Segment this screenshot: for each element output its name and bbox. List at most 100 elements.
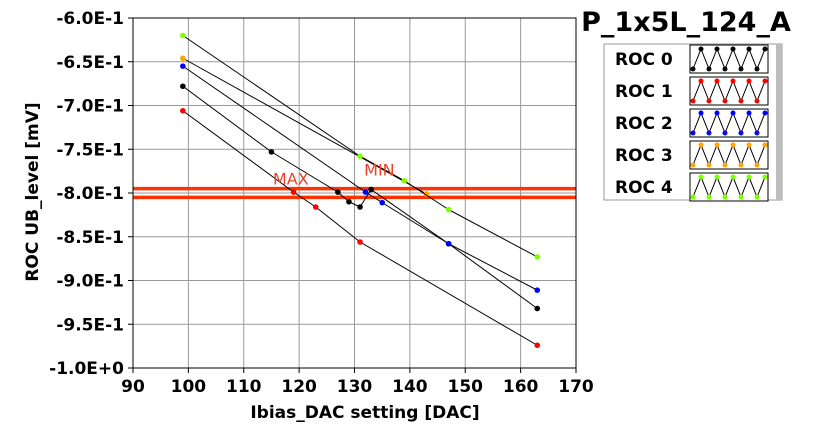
series-line-segment (404, 180, 449, 211)
data-point (534, 342, 541, 349)
data-point (312, 204, 319, 210)
legend-swatch-marker (722, 66, 728, 72)
data-point (423, 191, 430, 197)
legend-swatch-marker (690, 130, 696, 136)
annotation-min: MIN (364, 161, 395, 180)
legend-swatch-marker (738, 98, 744, 104)
legend-swatch-line (692, 79, 766, 103)
legend-swatch-marker (722, 162, 728, 168)
series-line-segment (370, 189, 449, 245)
x-tick-label: 150 (448, 377, 484, 397)
legend-swatch-marker (698, 174, 704, 180)
data-point (401, 177, 408, 184)
legend: ROC 0 ROC 1 ROC 2 ROC 3 ROC 4 (603, 43, 783, 202)
legend-swatch-marker (730, 46, 736, 52)
y-tick-label: -8.0E-1 (56, 184, 124, 204)
series-line-segment (182, 57, 427, 195)
legend-item-roc-2: ROC 2 (615, 108, 769, 138)
data-point (335, 189, 341, 195)
series-line-segment (359, 155, 405, 182)
legend-swatch-marker (706, 162, 712, 168)
data-point (445, 206, 452, 213)
legend-swatch-marker (738, 162, 744, 168)
y-tick-label: -7.5E-1 (56, 140, 124, 160)
legend-swatch-marker (706, 98, 712, 104)
legend-swatch-line (692, 175, 766, 199)
y-tick-label: -6.5E-1 (56, 53, 124, 73)
legend-swatch-marker (738, 66, 744, 72)
legend-swatch-line (692, 111, 766, 135)
data-point (180, 32, 186, 39)
data-point (357, 239, 363, 245)
legend-item-roc-3: ROC 3 (615, 140, 769, 170)
legend-swatch-marker (722, 130, 728, 136)
legend-label: ROC 1 (615, 82, 673, 102)
data-point (180, 63, 186, 69)
series-line-segment (365, 191, 383, 204)
legend-swatch-marker (690, 162, 696, 168)
x-axis-label: Ibias_DAC setting [DAC] (250, 403, 479, 423)
legend-swatch-marker (690, 194, 696, 200)
legend-swatch-marker (738, 130, 744, 136)
legend-label: ROC 2 (615, 114, 673, 134)
data-point (534, 305, 541, 312)
series-line-segment (448, 243, 538, 309)
series-line-segment (182, 35, 361, 157)
y-tick-label: -1.0E+0 (49, 359, 124, 379)
legend-swatch-marker (730, 142, 736, 148)
legend-shadow (776, 44, 782, 200)
annotation-max: MAX (273, 169, 309, 188)
data-point (357, 153, 363, 160)
data-point (534, 254, 541, 260)
x-tick-label: 90 (121, 377, 145, 397)
series-line-segment (359, 189, 372, 208)
legend-swatch-marker (722, 194, 728, 200)
legend-swatch-marker (730, 78, 736, 84)
legend-swatch-line (692, 143, 766, 167)
x-tick-label: 110 (226, 377, 262, 397)
legend-swatch-marker (746, 46, 752, 52)
legend-swatch-marker (698, 78, 704, 84)
legend-swatch-marker (754, 98, 760, 104)
y-axis-label: ROC UB_level [mV] (23, 102, 43, 281)
x-tick-label: 130 (337, 377, 373, 397)
legend-swatch-marker (754, 66, 760, 72)
legend-swatch-marker (714, 142, 720, 148)
series-line-segment (293, 191, 317, 208)
legend-swatch-marker (762, 142, 768, 148)
y-tick-label: -6.0E-1 (56, 9, 124, 29)
legend-swatch-marker (714, 174, 720, 180)
legend-swatch-marker (738, 194, 744, 200)
legend-swatch-marker (722, 98, 728, 104)
legend-swatch-line (692, 47, 766, 71)
legend-items: ROC 0 ROC 1 ROC 2 ROC 3 ROC 4 (615, 44, 769, 202)
reference-lines (133, 186, 576, 200)
data-point (180, 55, 186, 62)
legend-swatch-marker (746, 110, 752, 116)
legend-swatch-marker (698, 110, 704, 116)
series-line-segment (182, 65, 366, 193)
data-point (534, 287, 541, 293)
series-line-segment (315, 206, 361, 243)
annotation-layer: MAX MIN (273, 161, 395, 189)
y-tick-label: -9.0E-1 (56, 272, 124, 292)
legend-swatch-marker (714, 110, 720, 116)
series-line-segment (182, 85, 272, 153)
legend-swatch-marker (730, 110, 736, 116)
data-point (290, 189, 297, 195)
legend-swatch-marker (762, 78, 768, 84)
data-point (368, 186, 374, 193)
x-tick-label: 170 (558, 377, 594, 397)
legend-swatch-marker (714, 78, 720, 84)
chart-title: P_1x5L_124_A (581, 7, 791, 38)
legend-label: ROC 4 (615, 178, 673, 198)
tick-layer: 90 100 110 120 130 140 150 160 170 -6.0E-1 -6.5E-1… (49, 9, 594, 397)
legend-swatch-marker (754, 162, 760, 168)
legend-swatch-marker (690, 98, 696, 104)
legend-swatch-marker (706, 130, 712, 136)
x-tick-label: 120 (281, 377, 317, 397)
legend-swatch-marker (706, 194, 712, 200)
series-roc-2 (180, 63, 541, 293)
legend-item-roc-0: ROC 0 (615, 44, 769, 74)
